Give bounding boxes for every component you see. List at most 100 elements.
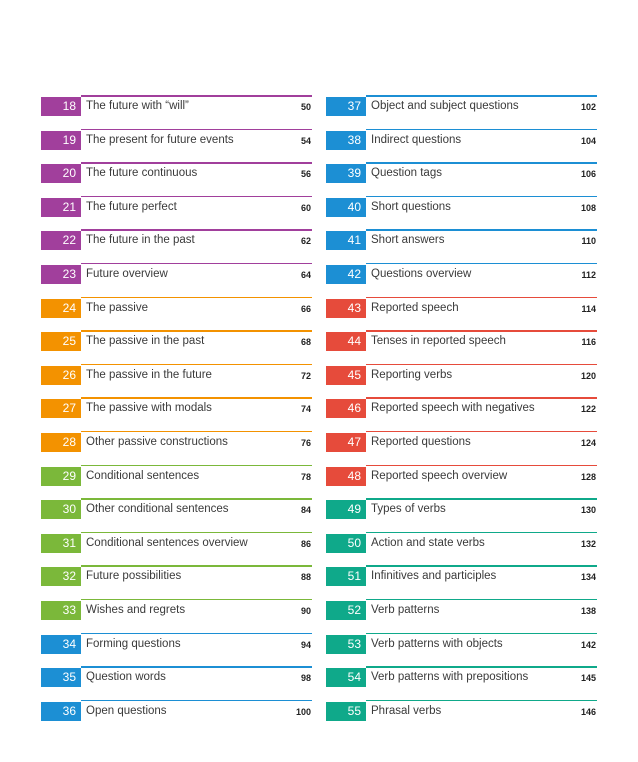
toc-entry[interactable]: 48 Reported speech overview 128 [326, 464, 597, 499]
chapter-number: 31 [41, 533, 81, 553]
toc-entry[interactable]: 44 Tenses in reported speech 116 [326, 330, 597, 364]
toc-entry[interactable]: 50 Action and state verbs 132 [326, 531, 597, 566]
toc-entry[interactable]: 32 Future possibilities 88 [41, 565, 312, 599]
page-number: 124 [580, 437, 596, 448]
chapter-number: 39 [326, 164, 366, 184]
toc-rule [366, 330, 597, 332]
chapter-title: Future overview [86, 267, 168, 280]
toc-entry[interactable]: 36 Open questions 100 [41, 699, 312, 734]
chapter-number: 49 [326, 500, 366, 520]
toc-entry[interactable]: 28 Other passive constructions 76 [41, 430, 312, 465]
chapter-number: 24 [41, 298, 81, 318]
chapter-title: Future possibilities [86, 570, 182, 583]
toc-entry[interactable]: 39 Question tags 106 [326, 162, 597, 196]
toc-rule [366, 262, 597, 265]
chapter-title: Reported speech overview [371, 469, 508, 482]
chapter-title: The passive in the past [86, 335, 205, 348]
page-number: 146 [580, 706, 596, 717]
page-number: 78 [300, 471, 311, 482]
toc-rule [81, 498, 312, 500]
toc-rule [366, 430, 597, 433]
toc-rule [81, 699, 312, 702]
chapter-number: 28 [41, 432, 81, 452]
chapter-title: The future with “will” [86, 100, 189, 112]
toc-entry[interactable]: 19 The present for future events 54 [41, 128, 312, 163]
toc-rule [366, 162, 597, 164]
page-number: 142 [580, 639, 596, 650]
chapter-title: Question words [86, 671, 166, 684]
page-number: 50 [300, 102, 311, 112]
toc-entry[interactable]: 38 Indirect questions 104 [326, 128, 597, 163]
chapter-title: Indirect questions [371, 133, 462, 146]
toc-entry[interactable]: 47 Reported questions 124 [326, 430, 597, 465]
toc-entry[interactable]: 54 Verb patterns with prepositions 145 [326, 666, 597, 700]
chapter-number: 23 [41, 264, 81, 284]
toc-entry[interactable]: 41 Short answers 110 [326, 229, 597, 263]
chapter-title: Wishes and regrets [86, 603, 186, 616]
toc-entry[interactable]: 34 Forming questions 94 [41, 632, 312, 667]
chapter-number: 36 [41, 701, 81, 721]
toc-rule [81, 598, 312, 601]
toc-entry[interactable]: 24 The passive 66 [41, 296, 312, 331]
chapter-title: Verb patterns with objects [371, 637, 503, 650]
toc-entry[interactable]: 31 Conditional sentences overview 86 [41, 531, 312, 566]
page-number: 122 [580, 404, 596, 415]
toc-entry[interactable]: 20 The future continuous 56 [41, 162, 312, 196]
toc-entry[interactable]: 26 The passive in the future 72 [41, 363, 312, 398]
toc-entry[interactable]: 22 The future in the past 62 [41, 229, 312, 263]
page-number: 130 [580, 505, 596, 516]
toc-entry[interactable]: 33 Wishes and regrets 90 [41, 598, 312, 633]
chapter-number: 52 [326, 600, 366, 620]
toc-entry[interactable]: 30 Other conditional sentences 84 [41, 498, 312, 532]
toc-rule [366, 229, 597, 231]
toc-entry[interactable]: 45 Reporting verbs 120 [326, 363, 597, 398]
toc-entry[interactable]: 49 Types of verbs 130 [326, 498, 597, 532]
chapter-number: 20 [41, 164, 81, 184]
chapter-number: 40 [326, 197, 366, 217]
toc-rule [366, 296, 597, 299]
toc-entry[interactable]: 46 Reported speech with negatives 122 [326, 397, 597, 431]
toc-entry[interactable]: 51 Infinitives and participles 134 [326, 565, 597, 599]
chapter-number: 34 [41, 634, 81, 654]
toc-entry[interactable]: 40 Short questions 108 [326, 195, 597, 230]
chapter-title: Forming questions [86, 637, 181, 650]
chapter-title: Other conditional sentences [86, 503, 229, 516]
chapter-number: 37 [326, 97, 366, 116]
chapter-title: The passive [86, 301, 149, 314]
toc-entry[interactable]: 29 Conditional sentences 78 [41, 464, 312, 499]
toc-column-right: 37 Object and subject questions 102 38 Indir… [326, 95, 597, 733]
toc-entry[interactable]: 35 Question words 98 [41, 666, 312, 700]
toc-entry[interactable]: 27 The passive with modals 74 [41, 397, 312, 431]
toc-entry[interactable]: 25 The passive in the past 68 [41, 330, 312, 364]
chapter-number: 33 [41, 600, 81, 620]
toc-rule [81, 430, 312, 433]
toc-rule [81, 95, 312, 97]
toc-entry[interactable]: 53 Verb patterns with objects 142 [326, 632, 597, 667]
toc-entry[interactable]: 18 The future with “will” 50 [41, 95, 312, 129]
toc-entry[interactable]: 52 Verb patterns 138 [326, 598, 597, 633]
page-number: 68 [300, 337, 311, 348]
page-number: 56 [300, 169, 311, 180]
chapter-title: Verb patterns [371, 603, 440, 616]
chapter-title: Phrasal verbs [371, 704, 442, 717]
chapter-number: 47 [326, 432, 366, 452]
chapter-number: 44 [326, 332, 366, 352]
chapter-title: Open questions [86, 704, 167, 717]
chapter-title: Types of verbs [371, 503, 446, 516]
page-number: 106 [580, 169, 596, 180]
toc-entry[interactable]: 37 Object and subject questions 102 [326, 95, 597, 129]
page-number: 114 [581, 303, 596, 314]
chapter-title: Object and subject questions [371, 100, 519, 112]
toc-entry[interactable]: 55 Phrasal verbs 146 [326, 699, 597, 734]
page-number: 64 [300, 269, 311, 280]
chapter-title: Other passive constructions [86, 435, 228, 448]
toc-entry[interactable]: 43 Reported speech 114 [326, 296, 597, 331]
chapter-number: 19 [41, 130, 81, 150]
toc-entry[interactable]: 42 Questions overview 112 [326, 262, 597, 297]
chapter-number: 32 [41, 567, 81, 587]
page-number: 74 [300, 404, 311, 415]
toc-entry[interactable]: 23 Future overview 64 [41, 262, 312, 297]
chapter-title: Infinitives and participles [371, 570, 497, 583]
toc-entry[interactable]: 21 The future perfect 60 [41, 195, 312, 230]
chapter-number: 46 [326, 399, 366, 419]
